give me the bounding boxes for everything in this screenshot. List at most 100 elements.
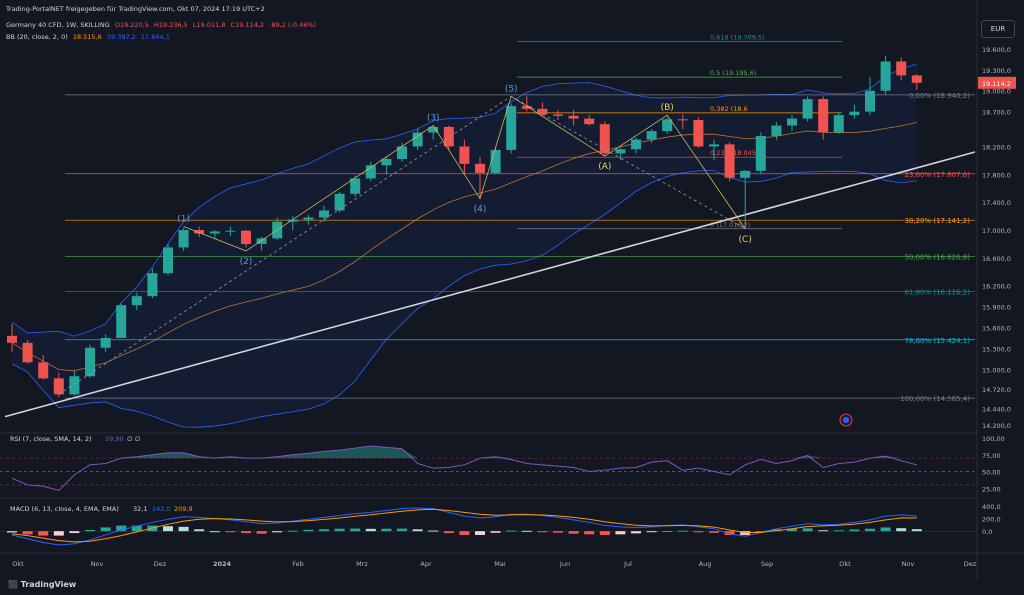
candle-body [397, 146, 407, 159]
macd-histogram-bar [475, 531, 485, 535]
time-tick-10: Aug [699, 560, 712, 568]
candle-body [537, 108, 548, 115]
time-tick-14: Dez [964, 560, 977, 568]
candle-body [849, 111, 860, 116]
tradingview-logo: ⬛ TradingView [8, 580, 77, 589]
candle-body [802, 99, 813, 119]
macd-tick-0: 400,0 [982, 503, 1001, 511]
macd-histogram-bar [646, 531, 657, 533]
rsi-extra: ∅ ∅ [127, 435, 140, 443]
candle-body [334, 193, 345, 211]
candle-body [646, 131, 657, 140]
rsi-overbought-fill [12, 446, 917, 459]
bb-upper-value: 19.387,2 [106, 33, 136, 41]
wave-label-6: (B) [661, 103, 674, 113]
candle-body [147, 273, 158, 297]
candle-body [896, 61, 907, 76]
macd-histogram-bar [755, 531, 766, 533]
macd-histogram-bar [865, 528, 875, 532]
macd-histogram-bar [397, 528, 407, 532]
macd-histogram-bar [38, 531, 49, 536]
symbol-name[interactable]: Germany 40 CFD, 1W, SKILLING [6, 21, 110, 29]
macd-histogram-bar [568, 531, 579, 534]
symbol-info[interactable]: Germany 40 CFD, 1W, SKILLING O19.220,5 H… [6, 21, 319, 29]
macd-title: MACD (6, 13, close, 4, EMA, EMA) [10, 505, 119, 513]
time-tick-1: Nov [91, 560, 104, 568]
candle-body [459, 146, 470, 164]
last-price-tag [978, 76, 1016, 89]
candle-body [833, 115, 844, 133]
candle-body [631, 139, 641, 150]
macd-signal-line [11, 508, 917, 543]
candle-body [69, 376, 80, 395]
rsi-tick-1: 75,00 [982, 452, 1001, 460]
candle-body [287, 219, 298, 222]
candle-body [865, 90, 875, 112]
rsi-title: RSI (7, close, SMA, 14, 2) [10, 435, 92, 443]
candle-body [818, 99, 829, 133]
ohlc-open: O19.220,5 [114, 21, 149, 29]
wave-label-4: (5) [505, 84, 518, 94]
candle-body [709, 144, 719, 147]
fib-label-6: 100,00% (14.585,4) [900, 395, 970, 403]
ohlc-high: H19.236,5 [153, 21, 188, 29]
candle-body [740, 170, 751, 178]
currency-button[interactable]: EUR [981, 20, 1015, 38]
macd-histogram-bar [350, 528, 361, 532]
candle-body [412, 132, 423, 147]
time-tick-7: Mai [494, 560, 506, 568]
candle-body [506, 106, 517, 150]
macd-histogram-bar [818, 530, 829, 532]
candle-body [443, 126, 454, 147]
candle-body [677, 119, 688, 121]
wave-label-0: (1) [177, 215, 190, 225]
macd-histogram-bar [365, 528, 376, 532]
macd-histogram-bar [381, 528, 392, 532]
fib-label-4: 61,80% (16.116,2) [904, 289, 970, 297]
price-tick-3: 18.700,0 [982, 109, 1011, 117]
macd-histogram-bar [100, 527, 111, 532]
price-tick-9: 16.200,0 [982, 283, 1011, 291]
time-tick-3: 2024 [213, 560, 232, 568]
candle-body [178, 230, 189, 248]
wave-label-3: (4) [474, 205, 487, 215]
candle-body [787, 118, 797, 126]
correction-dashed [511, 95, 746, 230]
time-tick-12: Okt [839, 560, 851, 568]
candle-body [521, 106, 532, 109]
candle-body [428, 126, 439, 133]
candle-body [38, 362, 49, 379]
candle-body [303, 217, 314, 220]
time-tick-0: Okt [12, 560, 24, 568]
bb-legend[interactable]: BB (20, close, 2, 0) 18.515,6 19.387,2 1… [6, 33, 173, 41]
trend-line [4, 151, 976, 418]
price-tick-4: 18.200,0 [982, 143, 1011, 151]
rsi-line [11, 445, 917, 491]
price-tick-10: 15.900,0 [982, 304, 1011, 312]
candle-body [771, 125, 782, 137]
macd-histogram-bar [272, 531, 283, 533]
candle-body [225, 230, 236, 232]
candle-body [163, 247, 173, 274]
candle-body [880, 61, 891, 91]
macd-histogram-bar [553, 531, 563, 533]
candle-body [381, 158, 392, 166]
ohlc-low: L19.011,8 [192, 21, 226, 29]
macd-histogram-bar [911, 529, 922, 532]
bb-basis-value: 18.515,6 [72, 33, 102, 41]
time-tick-13: Nov [902, 560, 915, 568]
candle-body [553, 114, 563, 116]
macd-histogram-bar [209, 531, 220, 533]
wave-label-1: (2) [240, 257, 253, 267]
price-tick-5: 17.800,0 [982, 171, 1011, 179]
candle-body [194, 230, 205, 234]
wave-label-7: (C) [739, 235, 752, 245]
price-tick-2: 19.000,0 [982, 88, 1011, 96]
time-tick-5: Mrz [356, 560, 368, 568]
fib-label-3: 50,00% (16.620,8) [904, 253, 970, 261]
wave-label-5: (A) [598, 162, 611, 172]
rsi-value: 59,90 [105, 435, 124, 443]
candle-body [22, 342, 33, 363]
macd-histogram-bar [459, 531, 470, 535]
